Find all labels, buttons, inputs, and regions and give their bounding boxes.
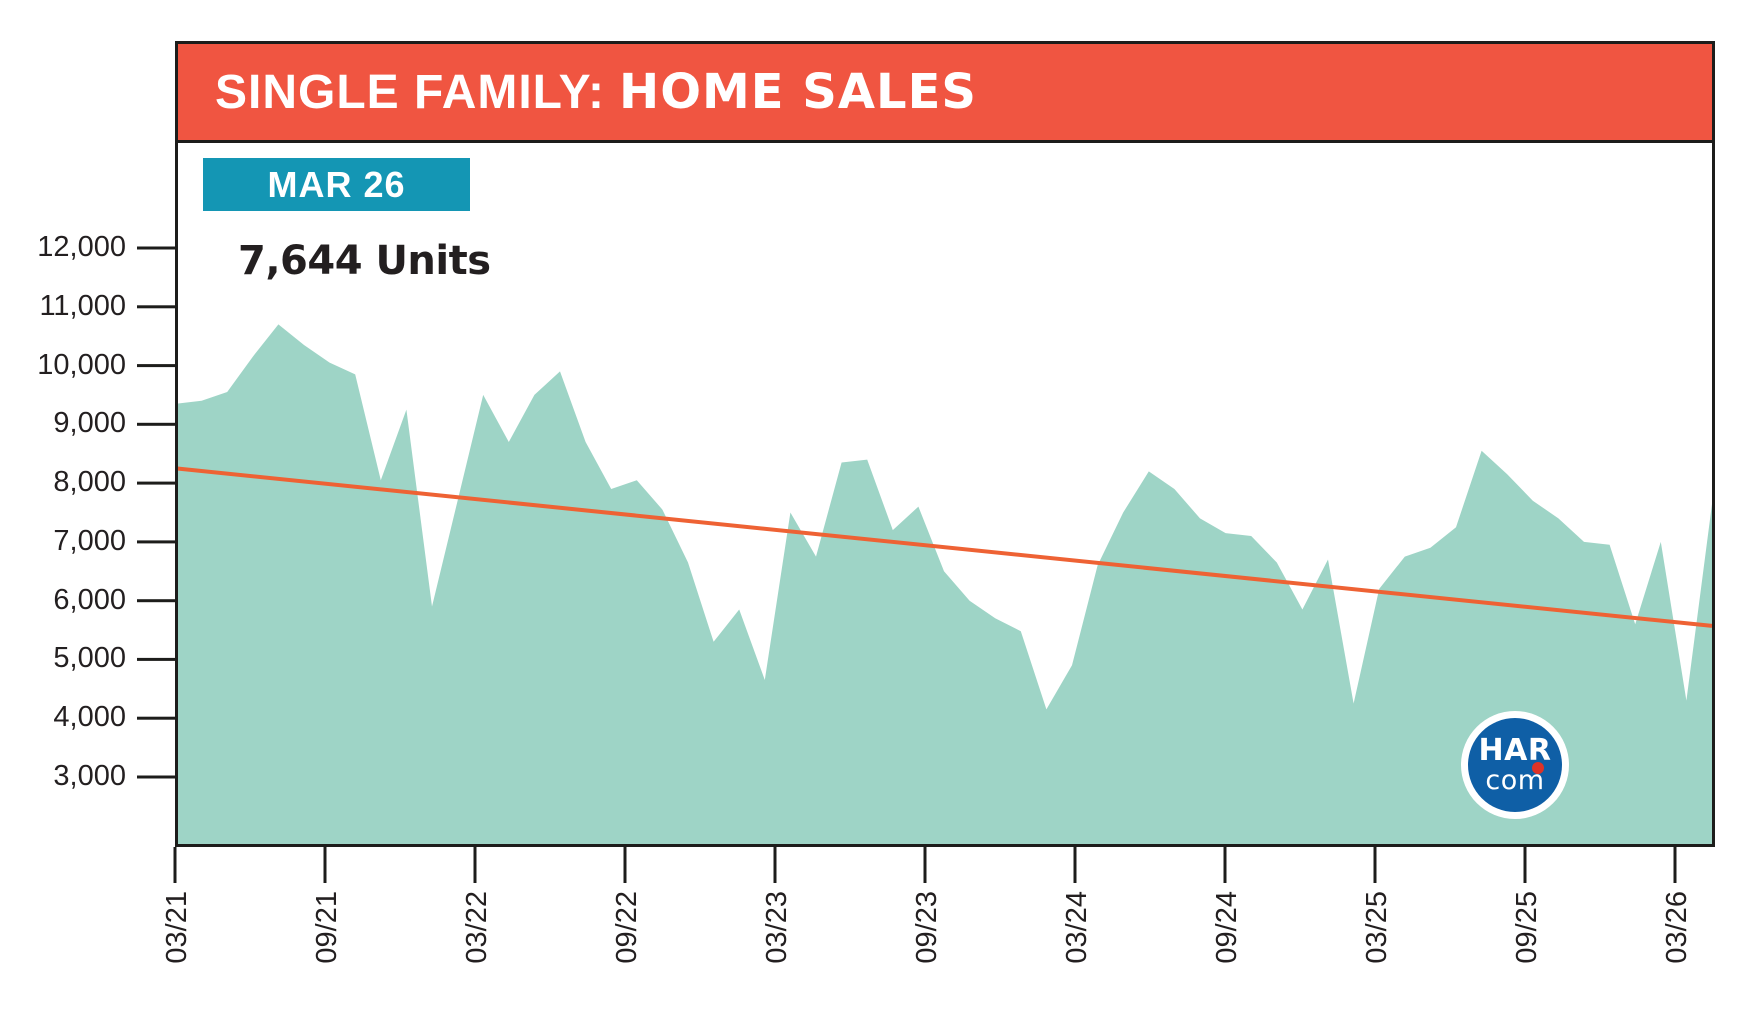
date-badge: MAR 26 <box>203 158 470 211</box>
x-tick <box>1223 847 1227 883</box>
y-tick-label: 10,000 <box>37 348 126 381</box>
x-tick-label: 09/23 <box>911 891 943 964</box>
y-tick <box>137 246 175 250</box>
x-tick-label: 09/21 <box>311 891 343 964</box>
x-tick <box>923 847 927 883</box>
x-tick-label: 09/22 <box>611 891 643 964</box>
x-tick <box>473 847 477 883</box>
y-tick-label: 5,000 <box>53 642 126 675</box>
y-tick-label: 3,000 <box>53 760 126 792</box>
x-tick <box>773 847 777 883</box>
y-tick <box>137 716 175 720</box>
y-tick-label: 6,000 <box>53 583 126 616</box>
x-tick-label: 03/24 <box>1061 891 1093 964</box>
y-tick <box>137 599 175 603</box>
x-tick-label: 03/21 <box>161 891 193 964</box>
y-tick <box>137 775 175 779</box>
y-tick-label: 7,000 <box>53 524 126 557</box>
y-tick-label: 9,000 <box>53 407 126 440</box>
har-logo-text-har: HAR <box>1478 733 1552 768</box>
x-tick <box>323 847 327 883</box>
x-tick <box>623 847 627 883</box>
x-tick-label: 03/25 <box>1361 891 1393 964</box>
y-tick <box>137 364 175 368</box>
y-tick <box>137 481 175 485</box>
x-tick-label: 03/22 <box>461 891 493 964</box>
y-tick-label: 8,000 <box>53 466 126 499</box>
sales-area-series <box>176 324 1712 844</box>
y-tick <box>137 657 175 661</box>
y-tick-label: 12,000 <box>37 231 126 263</box>
x-tick-label: 09/25 <box>1511 891 1543 964</box>
y-tick-label: 4,000 <box>53 701 126 734</box>
trend-line <box>175 466 1713 628</box>
x-tick <box>173 847 177 883</box>
y-tick-label: 11,000 <box>39 289 126 322</box>
x-tick <box>1673 847 1677 883</box>
x-tick <box>1373 847 1377 883</box>
units-callout: 7,644 Units <box>238 238 491 284</box>
y-tick <box>137 422 175 426</box>
har-logo: HAR com <box>1461 711 1569 819</box>
x-tick <box>1073 847 1077 883</box>
x-tick-label: 03/23 <box>761 891 793 964</box>
x-tick-label: 03/26 <box>1661 891 1693 964</box>
har-logo-text-com: com <box>1485 765 1545 796</box>
har-logo-circle: HAR com <box>1468 718 1562 812</box>
x-tick-label: 09/24 <box>1211 891 1243 964</box>
har-logo-red-dot <box>1532 762 1544 774</box>
x-tick <box>1523 847 1527 883</box>
y-tick <box>137 305 175 309</box>
y-tick <box>137 540 175 544</box>
